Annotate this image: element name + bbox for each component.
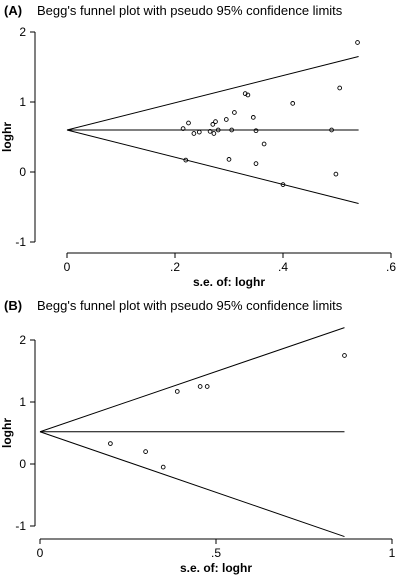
x-tick-label: .5 bbox=[211, 546, 221, 560]
x-tick-label: .4 bbox=[278, 260, 288, 274]
data-point bbox=[183, 157, 189, 163]
data-point bbox=[210, 122, 216, 127]
data-point bbox=[223, 117, 229, 122]
y-tick-label: -1 bbox=[15, 235, 26, 249]
data-point bbox=[213, 119, 218, 124]
data-point bbox=[226, 157, 232, 162]
panel-label: (A) bbox=[4, 3, 23, 18]
data-point bbox=[207, 129, 213, 134]
chart-title: Begg's funnel plot with pseudo 95% confi… bbox=[37, 3, 343, 18]
data-point bbox=[250, 115, 256, 120]
x-tick-label: .6 bbox=[386, 260, 396, 274]
upper-confidence-limit bbox=[66, 56, 359, 131]
data-point bbox=[245, 92, 251, 98]
data-point bbox=[342, 353, 347, 358]
data-point bbox=[333, 171, 339, 177]
funnel-plot-panel-b: (B) Begg's funnel plot with pseudo 95% c… bbox=[0, 295, 400, 587]
x-tick-label: 1 bbox=[389, 546, 396, 560]
y-tick-label: 2 bbox=[19, 333, 26, 347]
funnel-plot-a: -1 0 1 2 loghr 0 .2 .4 .6 s.e. of: loghr bbox=[0, 25, 396, 289]
data-point bbox=[232, 110, 237, 115]
data-point bbox=[261, 141, 267, 147]
data-point bbox=[215, 127, 221, 133]
x-axis-label: s.e. of: loghr bbox=[193, 275, 265, 289]
data-point bbox=[280, 182, 286, 187]
panel-label: (B) bbox=[4, 298, 23, 313]
data-point bbox=[355, 40, 360, 45]
data-point bbox=[337, 85, 343, 91]
data-point bbox=[211, 131, 217, 136]
x-tick-label: 0 bbox=[37, 546, 44, 560]
x-axis-label: s.e. of: loghr bbox=[180, 561, 252, 575]
y-tick-label: 0 bbox=[19, 457, 26, 471]
chart-title: Begg's funnel plot with pseudo 95% confi… bbox=[37, 298, 343, 313]
data-point bbox=[160, 464, 166, 470]
lower-confidence-limit bbox=[66, 129, 359, 204]
data-point bbox=[290, 101, 296, 106]
data-point bbox=[196, 129, 202, 135]
x-tick-label: 0 bbox=[64, 260, 71, 274]
y-tick-label: -1 bbox=[15, 519, 26, 533]
y-tick-label: 2 bbox=[19, 25, 26, 39]
y-tick-label: 1 bbox=[19, 395, 26, 409]
data-point bbox=[229, 127, 235, 133]
funnel-plot-b: -1 0 1 2 loghr 0 .5 1 s.e. of: loghr bbox=[0, 327, 396, 575]
data-point bbox=[329, 127, 334, 133]
data-point bbox=[108, 441, 113, 446]
data-point bbox=[143, 449, 148, 454]
data-point bbox=[253, 161, 259, 166]
data-point bbox=[186, 120, 191, 126]
y-tick-label: 0 bbox=[19, 165, 26, 179]
funnel-plot-panel-a: (A) Begg's funnel plot with pseudo 95% c… bbox=[0, 3, 396, 289]
data-point bbox=[174, 389, 180, 394]
data-point bbox=[191, 131, 197, 136]
y-axis-label: loghr bbox=[0, 418, 14, 448]
upper-confidence-limit bbox=[39, 327, 345, 433]
y-axis-label: loghr bbox=[0, 122, 14, 152]
data-point bbox=[180, 126, 186, 131]
data-point bbox=[204, 384, 210, 389]
data-point bbox=[253, 128, 259, 134]
y-tick-label: 1 bbox=[19, 95, 26, 109]
lower-confidence-limit bbox=[39, 431, 345, 538]
x-tick-label: .2 bbox=[170, 260, 180, 274]
data-point bbox=[197, 384, 203, 389]
